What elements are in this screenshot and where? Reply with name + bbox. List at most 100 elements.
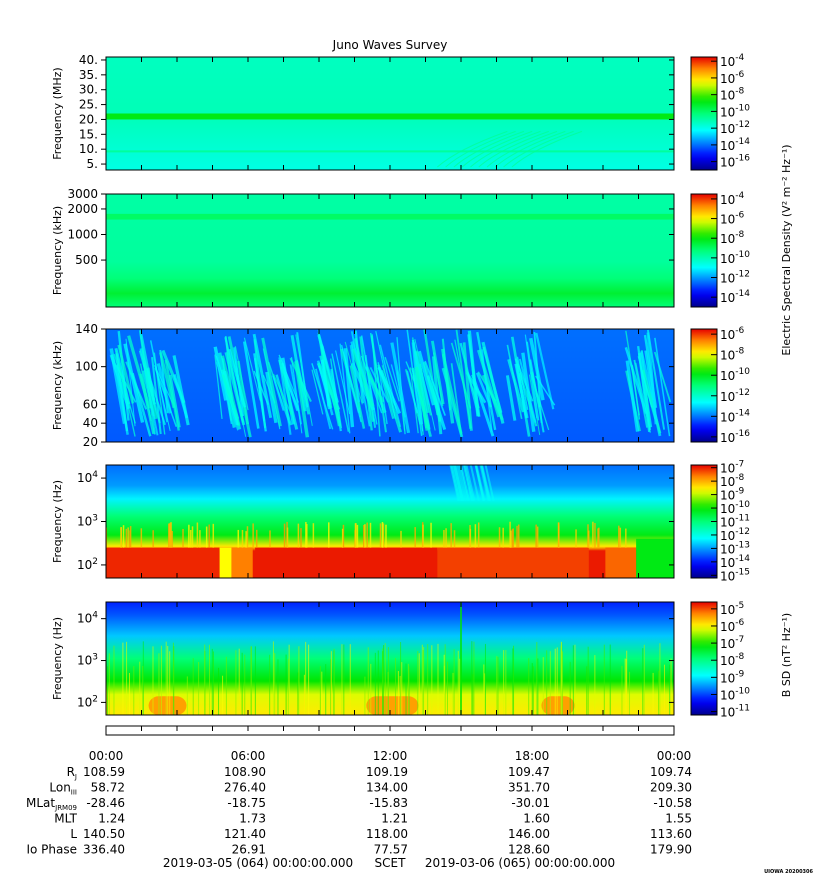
whistler-streak: [480, 465, 491, 501]
y-tick-label: 3000: [67, 187, 98, 201]
ephemeris-value: -10.58: [653, 796, 692, 810]
whistler-streak: [455, 465, 466, 501]
lf-emission-streak: [624, 346, 648, 414]
lf-emission-streak: [465, 371, 487, 404]
lf-emission-streak: [115, 353, 129, 432]
emission-arc: [511, 130, 583, 168]
time-tick-label: 06:00: [231, 749, 266, 763]
colorbar-tick-exponent: -8: [735, 87, 744, 97]
colorbar-tick-label: 10-9: [720, 669, 745, 685]
lf-emission-streak: [164, 359, 180, 431]
lf-emission-streak: [156, 363, 173, 414]
colorbar-tick-exponent: -10: [735, 686, 750, 696]
colorbar-tick-exponent: -4: [735, 53, 744, 63]
lf-emission-streak: [481, 349, 493, 432]
ephemeris-value: -15.83: [369, 796, 408, 810]
y-axis-label: Frequency (kHz): [51, 206, 64, 295]
lf-emission-streak: [343, 348, 355, 428]
lf-emission-streak: [529, 359, 545, 433]
spectrogram-b_lf: [106, 602, 674, 715]
y-tick-label: 40: [83, 416, 98, 430]
lf-emission-streak: [315, 368, 332, 430]
y-axis-label: Frequency (kHz): [51, 341, 64, 430]
colorbar-tick-exponent: -14: [735, 289, 750, 299]
colorbar-tick-label: 10-12: [720, 120, 750, 136]
colorbar-gradient: [690, 56, 718, 171]
lf-emission-streak: [459, 342, 480, 417]
whistler-streak: [474, 465, 485, 501]
lf-emission-streak: [526, 341, 540, 421]
y-tick-label: 102: [77, 694, 98, 709]
y-axis-label: Frequency (MHz): [51, 67, 64, 159]
emission-arc: [461, 130, 533, 168]
orange-hump: [366, 696, 419, 715]
ephemeris-value: 140.50: [83, 827, 125, 841]
watermark: UIOWA 20200306: [764, 869, 813, 875]
y-tick-label: 20.: [79, 112, 98, 126]
emission-arc: [437, 130, 508, 168]
ephemeris-label: RJ: [67, 765, 77, 781]
colorbar-tick-label: 10-8: [720, 230, 745, 246]
lf-emission-streak: [311, 369, 324, 415]
colorbar-tick-label: 10-11: [720, 704, 750, 720]
band-1600khz: [106, 213, 674, 220]
lf-emission-streak: [377, 366, 402, 415]
time-axis: 00:00 06:00 12:00 18:00 00:00 RJ 108.59 108.90 1…: [26, 725, 692, 857]
lf-emission-streak: [631, 365, 641, 420]
lf-emission-streak: [524, 334, 538, 419]
whistler-streak: [451, 465, 462, 501]
panels: 40.35.30.25.20.15.10.5. Frequency (MHz) 10…: [51, 53, 750, 720]
time-tick-label: 00:00: [89, 749, 124, 763]
colorbar-tick-label: 10-4: [720, 53, 745, 69]
y-tick-label: 140: [75, 322, 98, 336]
ephemeris-value: -30.01: [511, 796, 550, 810]
whistler-streak: [453, 465, 464, 501]
whistler-streak: [460, 465, 471, 501]
colorbar-tick-exponent: -13: [735, 540, 750, 550]
y-tick-label: 1000: [67, 228, 98, 242]
ephemeris-value: 109.47: [508, 765, 550, 779]
colorbar-tick-label: 10-14: [720, 408, 750, 424]
lf-emission-streak: [262, 374, 276, 404]
colorbar-tick-exponent: -6: [735, 326, 744, 336]
emission-arc: [478, 130, 549, 168]
colorbar-tick-exponent: -6: [735, 70, 744, 80]
ephemeris-value: 1.73: [239, 812, 266, 826]
ephemeris-label-subscript: III: [71, 789, 77, 797]
lf-emission-streak: [138, 330, 156, 435]
red-emission-block: [255, 547, 438, 578]
ephemeris-value: 336.40: [83, 843, 125, 857]
colorbar-tick-label: 10-10: [720, 367, 750, 383]
magnetic-colorbar-side-label: B SD (nT² Hz⁻¹): [780, 613, 793, 697]
colorbar-tick-exponent: -9: [735, 669, 744, 679]
lf-emission-streak: [482, 346, 503, 414]
lf-emission-streak: [371, 334, 381, 437]
colorbar-tick-label: 10-8: [720, 347, 745, 363]
colorbar-tick-label: 10-10: [720, 103, 750, 119]
lf-emission-streak: [138, 350, 161, 424]
y-tick-label: 40.: [79, 53, 98, 67]
ephemeris-value: 113.60: [650, 827, 692, 841]
colorbar-tick-exponent: -12: [735, 527, 750, 537]
ephemeris-value: 351.70: [508, 781, 550, 795]
ephemeris-value: 1.55: [665, 812, 692, 826]
colorbar-tick-label: 10-12: [720, 388, 750, 404]
y-tick-label: 15.: [79, 127, 98, 141]
lf-emission-streak: [417, 350, 436, 406]
lf-emission-streak: [477, 349, 501, 418]
ephemeris-label-subscript: JRM09: [54, 804, 77, 812]
y-tick-label: 60: [83, 397, 98, 411]
panel-lf: 140 100 60 40 20 Frequency (kHz) 10-6 10-8 10-10…: [51, 322, 750, 449]
spectrogram-lf: [106, 329, 674, 442]
time-tick-label: 18:00: [515, 749, 550, 763]
lf-emission-streak: [415, 355, 430, 405]
footer-scet-label: SCET: [375, 856, 407, 870]
colorbar-tick-label: 10-16: [720, 154, 750, 170]
ephemeris-value: 109.19: [366, 765, 408, 779]
lf-emission-streak: [654, 337, 671, 437]
colorbar-tick-label: 10-4: [720, 191, 745, 207]
colorbar-tick-label: 10-10: [720, 686, 750, 702]
colorbar-tick-exponent: -11: [735, 704, 750, 714]
